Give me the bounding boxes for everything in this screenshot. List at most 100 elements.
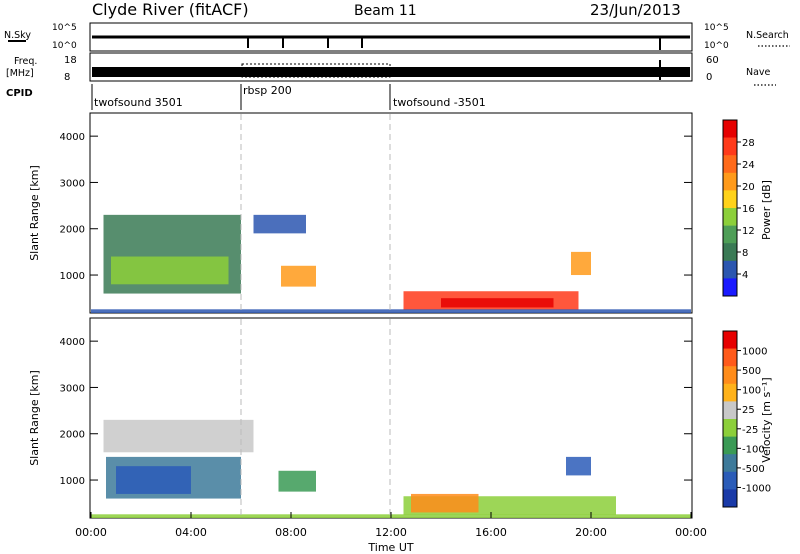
beam-title: Beam 11 — [354, 3, 417, 19]
velocity-region-3 — [278, 470, 316, 492]
power-colorbar: 28 24 20 16 12 8 4 Power [dB] — [722, 119, 773, 297]
velocity-colorbar-tick-label-2: 100 — [742, 386, 761, 397]
velocity-colorbar-tick-label-4: -25 — [742, 425, 758, 436]
power-colorbar-swatch-8 — [723, 260, 737, 279]
velocity-ytick-label-3: 4000 — [60, 337, 85, 348]
velocity-colorbar-swatch-6 — [723, 436, 737, 455]
power-colorbar-swatch-1 — [723, 137, 737, 156]
freq-band-1 — [92, 67, 242, 77]
time-tick-label-6: 00:00 — [675, 526, 707, 539]
power-ytick-label-3: 4000 — [60, 132, 85, 143]
velocity-colorbar-swatch-8 — [723, 471, 737, 490]
time-tick-label-5: 20:00 — [575, 526, 607, 539]
freq-unit: [MHz] — [6, 68, 34, 79]
power-colorbar-swatches — [723, 120, 737, 297]
time-tick-label-3: 12:00 — [375, 526, 407, 539]
velocity-region-0 — [103, 419, 254, 453]
power-colorbar-swatch-3 — [723, 172, 737, 191]
power-colorbar-swatch-7 — [723, 243, 737, 262]
freq-tick-bottom: 8 — [64, 72, 70, 83]
velocity-ylabel: Slant Range [km] — [28, 370, 41, 466]
power-colorbar-tick-label-0: 28 — [742, 138, 755, 149]
velocity-colorbar-tick-label-7: -1000 — [742, 483, 771, 494]
velocity-colorbar-swatch-4 — [723, 401, 737, 420]
power-y-axis: 1000 2000 3000 4000 — [60, 132, 692, 282]
power-region-5 — [441, 298, 554, 308]
power-region-2 — [253, 214, 306, 234]
velocity-y-axis: 1000 2000 3000 4000 — [60, 337, 692, 487]
nsearch-label: N.Search — [746, 30, 789, 41]
velocity-region-5 — [411, 493, 479, 513]
nsky-right-tick-bottom: 10^0 — [704, 41, 729, 51]
nsky-panel: N.Sky 10^5 10^0 10^5 10^0 N.Search — [4, 22, 790, 52]
freq-band-2 — [241, 63, 391, 78]
power-colorbar-tick-label-1: 24 — [742, 160, 755, 171]
velocity-colorbar-swatch-3 — [723, 383, 737, 402]
power-colorbar-tick-label-6: 4 — [742, 270, 748, 281]
freq-label: Freq. — [14, 56, 37, 67]
power-colorbar-swatch-6 — [723, 225, 737, 244]
cpid-program-3: twofsound -3501 — [393, 96, 486, 109]
power-ytick-label-2: 3000 — [60, 178, 85, 189]
power-colorbar-tick-label-4: 12 — [742, 226, 755, 237]
cpid-label: CPID — [6, 88, 33, 99]
velocity-colorbar: 1000 500 100 25 -25 -100 -500 -1000 Velocity [m… — [722, 330, 773, 508]
cpid-program-1: twofsound 3501 — [94, 96, 183, 109]
time-tick-label-0: 00:00 — [75, 526, 107, 539]
power-region-3 — [281, 265, 316, 287]
station-title: Clyde River (fitACF) — [92, 0, 249, 19]
power-ytick-label-0: 1000 — [60, 271, 85, 282]
velocity-colorbar-tick-label-6: -500 — [742, 464, 765, 475]
time-axis: 00:00 04:00 08:00 12:00 16:00 20:00 00:00 — [75, 512, 707, 539]
freq-frame — [89, 52, 693, 82]
freq-panel: Freq. [MHz] 18 8 60 0 Nave — [6, 52, 776, 86]
time-tick-label-4: 16:00 — [475, 526, 507, 539]
power-colorbar-swatch-2 — [723, 155, 737, 174]
velocity-colorbar-label: Velocity [m s⁻¹] — [760, 377, 773, 462]
nsky-spikes — [247, 37, 661, 50]
date-title: 23/Jun/2013 — [590, 1, 681, 19]
power-colorbar-swatch-5 — [723, 208, 737, 226]
nsky-tick-top: 10^5 — [52, 23, 77, 33]
cpid-program-2: rbsp 200 — [243, 84, 292, 97]
nave-label: Nave — [746, 67, 771, 78]
power-colorbar-ticks: 28 24 20 16 12 8 4 — [737, 138, 755, 281]
velocity-colorbar-swatch-0 — [723, 331, 737, 349]
velocity-panel: 1000 2000 3000 4000 Slant Range [km] — [28, 317, 693, 519]
velocity-colorbar-swatches — [723, 331, 737, 508]
cpid-row: CPID twofsound 3501 rbsp 200 twofsound -… — [6, 84, 486, 110]
power-colorbar-tick-label-5: 8 — [742, 248, 748, 259]
power-colorbar-label: Power [dB] — [760, 180, 773, 240]
power-panel: 1000 2000 3000 4000 Slant Range [km] — [28, 112, 693, 314]
power-region-7 — [91, 309, 691, 313]
power-ylabel: Slant Range [km] — [28, 165, 41, 261]
velocity-region-2 — [116, 466, 191, 494]
freq-tick-top: 18 — [64, 55, 77, 66]
nsky-right-tick-top: 10^5 — [704, 23, 729, 33]
power-region-6 — [571, 251, 591, 276]
time-axis-label: Time UT — [367, 541, 413, 554]
freq-band-3 — [390, 67, 690, 77]
power-colorbar-tick-label-2: 20 — [742, 182, 755, 193]
power-ytick-label-1: 2000 — [60, 225, 85, 236]
velocity-colorbar-swatch-5 — [723, 419, 737, 437]
nsky-tick-bottom: 10^0 — [52, 41, 77, 51]
velocity-ytick-label-0: 1000 — [60, 476, 85, 487]
nave-tick-bottom: 0 — [706, 72, 712, 83]
velocity-ytick-label-1: 2000 — [60, 430, 85, 441]
nave-tick-top: 60 — [706, 55, 719, 66]
time-tick-label-1: 04:00 — [175, 526, 207, 539]
velocity-colorbar-tick-label-0: 1000 — [742, 347, 767, 358]
power-colorbar-swatch-4 — [723, 190, 737, 209]
power-colorbar-swatch-9 — [723, 278, 737, 297]
nsky-frame — [89, 22, 693, 52]
freq-band-2-fill — [242, 67, 390, 77]
velocity-ytick-label-2: 3000 — [60, 383, 85, 394]
power-colorbar-tick-label-3: 16 — [742, 204, 755, 215]
nsky-label: N.Sky — [4, 30, 31, 41]
velocity-colorbar-swatch-9 — [723, 489, 737, 508]
velocity-colorbar-frame — [722, 330, 738, 508]
velocity-region-6 — [566, 456, 591, 476]
velocity-colorbar-ticks: 1000 500 100 25 -25 -100 -500 -1000 — [737, 347, 771, 494]
velocity-colorbar-tick-label-5: -100 — [742, 444, 765, 455]
